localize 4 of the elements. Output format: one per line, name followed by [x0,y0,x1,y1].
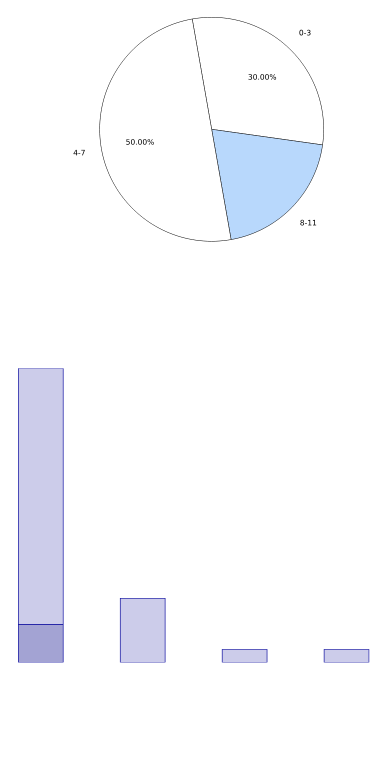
bar [18,368,64,625]
bar [222,649,268,662]
bar [324,649,370,662]
bar [120,598,166,662]
